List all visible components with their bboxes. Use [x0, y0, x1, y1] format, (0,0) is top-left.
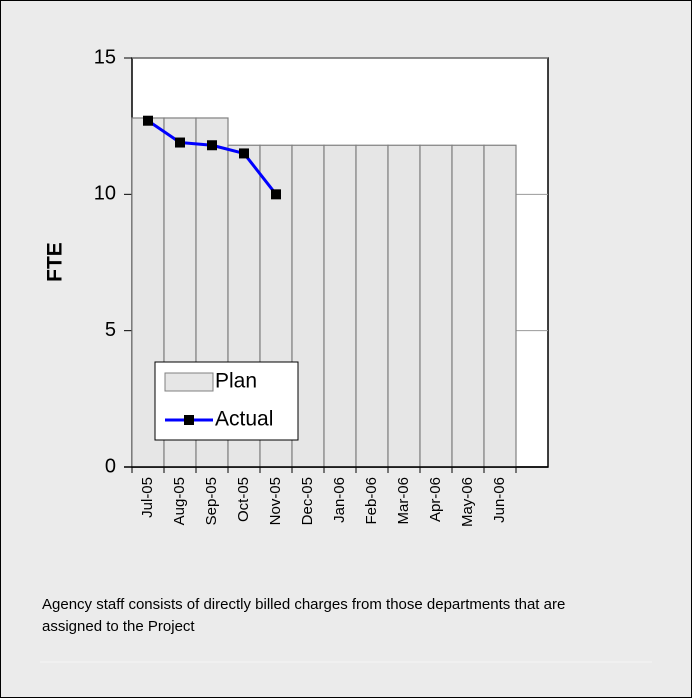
- x-tick-label: Jun-06: [491, 477, 508, 523]
- y-axis-label: FTE: [44, 242, 67, 282]
- y-tick-label: 15: [94, 46, 116, 68]
- bar: [323, 144, 357, 468]
- marker: [207, 140, 217, 151]
- bar: [483, 144, 517, 468]
- legend-swatch: [164, 372, 214, 392]
- bar: [419, 144, 453, 468]
- y-tick-label: 5: [105, 319, 116, 341]
- bar: [355, 144, 389, 468]
- y-tick-label: 0: [105, 455, 116, 477]
- y-tick-label: 10: [94, 183, 116, 205]
- legend-marker: [184, 415, 194, 425]
- legend-label: Plan: [215, 370, 257, 393]
- caption: Agency staff consists of directly billed…: [42, 596, 566, 635]
- marker: [175, 137, 185, 148]
- x-tick-label: Oct-05: [235, 477, 252, 522]
- x-tick-label: May-06: [459, 477, 476, 527]
- x-tick-label: Jul-05: [139, 477, 156, 518]
- x-tick-label: Mar-06: [395, 477, 412, 525]
- bar: [451, 144, 485, 468]
- x-tick-label: Aug-05: [171, 477, 188, 525]
- x-tick-label: Sep-05: [203, 477, 220, 525]
- marker: [239, 148, 249, 159]
- bar: [387, 144, 421, 468]
- x-tick-label: Feb-06: [363, 477, 380, 525]
- x-tick-label: Apr-06: [427, 477, 444, 522]
- marker: [143, 115, 153, 126]
- legend-label: Actual: [215, 408, 273, 431]
- x-tick-label: Jan-06: [331, 477, 348, 523]
- x-tick-label: Nov-05: [267, 477, 284, 525]
- x-tick-label: Dec-05: [299, 477, 316, 525]
- marker: [271, 189, 281, 200]
